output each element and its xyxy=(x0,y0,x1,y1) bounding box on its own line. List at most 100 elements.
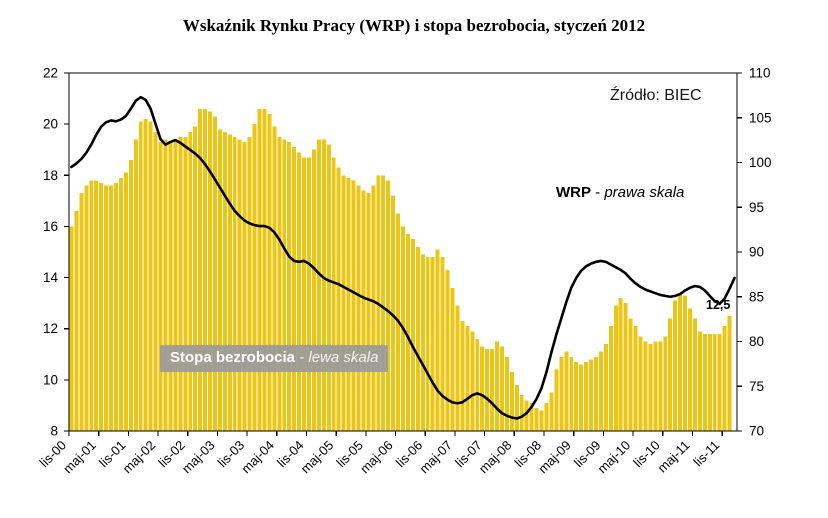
unemployment-bar xyxy=(688,308,692,431)
unemployment-bar xyxy=(381,175,386,431)
unemployment-bar xyxy=(589,359,594,431)
unemployment-bar xyxy=(311,149,316,431)
unemployment-bar xyxy=(529,402,534,431)
unemployment-bar xyxy=(178,136,183,431)
unemployment-bar xyxy=(203,108,208,432)
unemployment-bar xyxy=(658,341,663,431)
unemployment-bar xyxy=(504,356,509,431)
unemployment-bar xyxy=(405,234,410,431)
unemployment-bar xyxy=(79,193,84,431)
x-axis-tick-label: maj-07 xyxy=(416,438,455,477)
unemployment-bar xyxy=(549,392,554,431)
unemployment-bar xyxy=(692,318,697,431)
unemployment-bar xyxy=(341,175,346,431)
left-axis-tick-label: 22 xyxy=(43,66,58,81)
unemployment-bar xyxy=(623,303,628,431)
unemployment-bar xyxy=(598,351,603,431)
unemployment-bar xyxy=(213,116,217,431)
unemployment-bar xyxy=(292,147,297,431)
right-axis-tick-label: 105 xyxy=(749,110,772,125)
wrp-line xyxy=(70,95,736,420)
unemployment-bar xyxy=(282,139,287,432)
unemployment-bar xyxy=(648,344,653,431)
unemployment-bar xyxy=(470,331,475,431)
unemployment-bar xyxy=(391,195,396,431)
unemployment-bar xyxy=(603,344,608,431)
unemployment-bar xyxy=(519,395,524,431)
unemployment-bar xyxy=(618,298,623,431)
unemployment-bar xyxy=(554,369,559,431)
unemployment-bar xyxy=(109,185,114,431)
unemployment-bar xyxy=(683,295,688,431)
unemployment-bar xyxy=(480,346,485,431)
right-axis-tick-label: 90 xyxy=(749,245,764,260)
unemployment-bar xyxy=(94,180,99,431)
right-axis-tick-label: 95 xyxy=(749,200,764,215)
unemployment-bar xyxy=(539,410,544,431)
unemployment-bar xyxy=(114,182,118,431)
unemployment-bar xyxy=(232,136,237,431)
unemployment-bar xyxy=(331,157,336,431)
unemployment-bar xyxy=(495,341,499,431)
x-axis-tick-label: maj-05 xyxy=(298,438,337,477)
unemployment-bar xyxy=(559,356,564,431)
unemployment-bar xyxy=(198,108,203,432)
unemployment-bar xyxy=(222,131,227,431)
unemployment-bar xyxy=(673,300,678,431)
unemployment-bar xyxy=(138,121,143,431)
unemployment-bar xyxy=(267,113,272,431)
unemployment-bar xyxy=(302,157,307,431)
x-axis-tick-label: maj-08 xyxy=(476,438,515,477)
right-axis-tick-label: 70 xyxy=(749,424,764,439)
unemployment-bar xyxy=(499,346,504,431)
unemployment-bar xyxy=(371,185,376,431)
unemployment-bar xyxy=(188,131,193,431)
unemployment-bar xyxy=(84,185,89,431)
unemployment-bar xyxy=(450,287,455,431)
unemployment-series-label-sep: - xyxy=(295,349,309,366)
unemployment-bar xyxy=(653,341,658,431)
wrp-series-label-italic: prawa skala xyxy=(604,184,685,201)
x-axis-tick-label: maj-02 xyxy=(119,438,158,477)
unemployment-bar xyxy=(168,142,173,432)
unemployment-bar xyxy=(163,139,168,432)
unemployment-bar xyxy=(143,119,148,431)
last-bar-value-label: 12,5 xyxy=(706,298,731,312)
left-axis-tick-label: 16 xyxy=(43,219,58,234)
unemployment-bar xyxy=(193,126,198,431)
right-axis-tick-label: 85 xyxy=(749,289,764,304)
unemployment-bar xyxy=(460,321,465,431)
unemployment-bar xyxy=(574,361,579,431)
x-axis-tick-label: maj-04 xyxy=(238,438,277,477)
unemployment-bar xyxy=(440,257,445,431)
unemployment-bar xyxy=(351,180,356,431)
unemployment-bar xyxy=(579,364,584,431)
unemployment-bar xyxy=(277,136,282,431)
x-axis-tick-label: maj-01 xyxy=(60,438,99,477)
unemployment-bar xyxy=(89,180,94,431)
unemployment-bar xyxy=(569,356,574,431)
unemployment-bar xyxy=(247,136,252,431)
unemployment-bar xyxy=(99,182,104,431)
unemployment-bar xyxy=(712,333,717,431)
unemployment-bar xyxy=(316,139,321,432)
unemployment-bar xyxy=(356,185,361,431)
unemployment-bar xyxy=(133,139,138,432)
unemployment-bar xyxy=(668,318,673,431)
unemployment-bar xyxy=(307,157,311,431)
unemployment-bar xyxy=(628,318,633,431)
unemployment-bar xyxy=(584,361,589,431)
page-title: Wskaźnik Rynku Pracy (WRP) i stopa bezro… xyxy=(182,16,646,35)
unemployment-bar xyxy=(262,108,267,432)
unemployment-bar xyxy=(717,333,722,431)
unemployment-bar xyxy=(613,305,618,431)
unemployment-bar xyxy=(297,152,302,431)
unemployment-bar xyxy=(173,139,178,432)
unemployment-bar xyxy=(242,142,247,432)
unemployment-bar xyxy=(217,129,222,431)
unemployment-series-label-bold: Stopa bezrobocia xyxy=(170,349,296,366)
unemployment-bar xyxy=(183,136,188,431)
unemployment-bar xyxy=(697,331,702,431)
unemployment-bar xyxy=(509,372,514,431)
